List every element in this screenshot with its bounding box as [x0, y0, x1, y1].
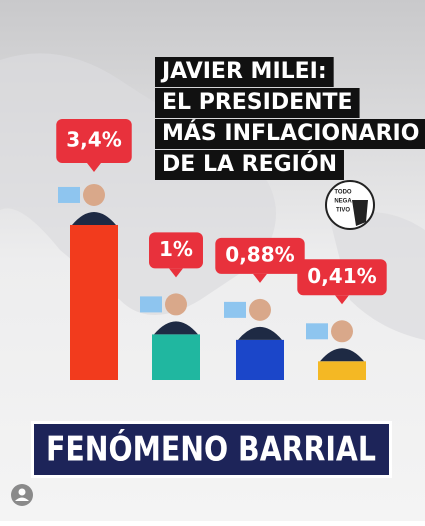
- logo: TODO NEGA TIVO: [325, 180, 375, 230]
- banner-text: FENÓMENO BARRIAL: [46, 429, 376, 470]
- value-label: 1%: [159, 237, 193, 261]
- value-bubble-pointer: [335, 295, 349, 305]
- bar: [236, 339, 284, 380]
- profile-icon-body: [15, 497, 29, 501]
- flag: [224, 301, 246, 318]
- bars: 3,4% 1% 0,88% 0,41%: [56, 118, 387, 380]
- value-bubble-pointer: [169, 268, 183, 278]
- portrait-body: [154, 321, 198, 335]
- value-label: 0,41%: [307, 264, 376, 288]
- logo-hand: [352, 200, 368, 226]
- portrait-head: [165, 293, 187, 316]
- portrait-head: [331, 320, 353, 343]
- flag: [140, 296, 162, 313]
- value-bubble: [149, 232, 203, 269]
- value-bubble-pointer: [87, 162, 101, 172]
- value-bubble: [215, 237, 305, 274]
- flag: [58, 186, 80, 203]
- value-bubble: [56, 118, 132, 163]
- title-block: JAVIER MILEI: EL PRESIDENTE MÁS INFLACIONA…: [155, 57, 425, 180]
- title-line: JAVIER MILEI:: [160, 59, 327, 84]
- title-line: EL PRESIDENTE: [162, 90, 353, 115]
- title-line: DE LA REGIÓN: [162, 151, 337, 177]
- bar: [70, 224, 118, 380]
- flag: [306, 323, 328, 340]
- logo-text: TIVO: [336, 208, 350, 214]
- value-bubble-pointer: [253, 273, 267, 283]
- bar: [152, 334, 200, 380]
- portrait-head: [249, 298, 271, 321]
- portrait-body: [320, 348, 364, 362]
- logo-text: TODO: [334, 190, 352, 196]
- portrait-head: [83, 183, 105, 206]
- profile-icon-head: [18, 488, 26, 496]
- map-shape: [0, 53, 276, 315]
- banner: [34, 424, 389, 475]
- logo-text: NEGA: [334, 199, 352, 205]
- portrait-body: [72, 211, 116, 225]
- title-line: MÁS INFLACIONARIO: [162, 120, 419, 146]
- title-bg: [155, 88, 360, 118]
- value-label: 0,88%: [225, 242, 294, 266]
- portrait-body: [238, 326, 282, 340]
- title-bg: [155, 57, 334, 87]
- value-label: 3,4%: [66, 127, 121, 151]
- value-bubble: [297, 259, 387, 296]
- bar: [318, 361, 366, 380]
- title-bg: [155, 150, 344, 180]
- title-bg: [155, 119, 425, 149]
